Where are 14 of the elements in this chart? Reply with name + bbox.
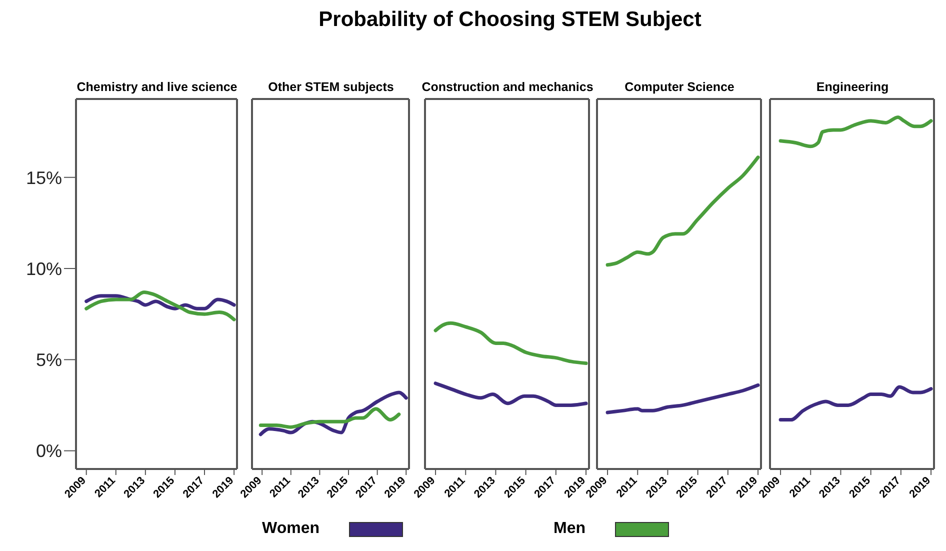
chart-title: Engineering	[815, 80, 890, 94]
chart-title: Construction and mechanics	[420, 80, 594, 94]
line-series	[84, 290, 236, 322]
y-tick-label: 5%	[36, 350, 62, 370]
chart-title: Computer Science	[624, 80, 734, 94]
line-series	[84, 294, 236, 310]
legend-label: Women	[262, 520, 320, 538]
legend-label: Men	[553, 520, 586, 538]
y-tick-label: 0%	[36, 441, 62, 462]
text: Probability of Choosing STEM Subject	[318, 8, 702, 32]
chart-title: Other STEM subjects	[267, 80, 395, 94]
y-tick-label: 15%	[26, 168, 62, 188]
chart-title: Chemistry and live science	[76, 80, 238, 94]
y-tick-label: 10%	[26, 258, 62, 279]
